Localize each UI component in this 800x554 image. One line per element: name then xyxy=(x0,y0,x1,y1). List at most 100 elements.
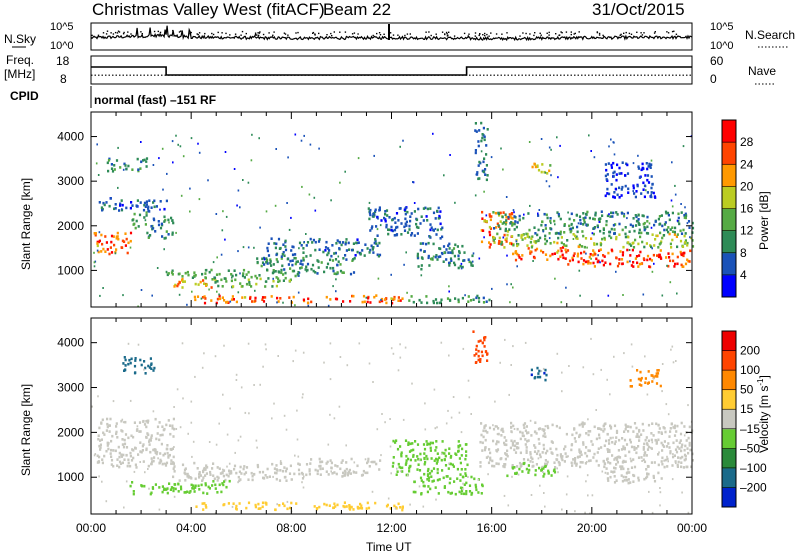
echo-cell xyxy=(267,242,270,245)
echo-cell xyxy=(635,190,638,193)
y-tick-label: 3000 xyxy=(57,174,84,188)
echo-cell xyxy=(677,460,680,464)
echo-cell xyxy=(493,241,496,244)
echo-cell xyxy=(164,218,167,222)
echo-noise xyxy=(129,246,132,249)
echo-cell xyxy=(437,255,440,259)
echo-cell xyxy=(343,469,346,473)
echo-cell xyxy=(400,451,403,454)
echo-cell xyxy=(117,445,120,449)
echo-cell xyxy=(391,465,394,468)
echo-cell xyxy=(384,212,387,216)
echo-cell xyxy=(376,244,379,247)
x-tick-label: 00:00 xyxy=(76,521,106,535)
echo-cell xyxy=(662,234,666,237)
echo-cell xyxy=(549,164,552,167)
echo-cell xyxy=(657,255,661,259)
echo-cell xyxy=(479,358,482,361)
nsearch-point xyxy=(404,34,406,37)
echo-cell xyxy=(452,247,456,250)
echo-cell xyxy=(544,464,547,468)
echo-cell xyxy=(211,278,214,281)
echo-cell xyxy=(308,472,311,476)
echo-noise xyxy=(283,414,286,417)
echo-noise xyxy=(671,161,673,164)
echo-cell xyxy=(158,421,161,424)
echo-cell xyxy=(306,301,310,305)
echo-cell xyxy=(671,226,674,229)
echo-cell xyxy=(676,463,679,467)
echo-cell xyxy=(457,444,460,448)
echo-cell xyxy=(667,264,670,268)
echo-cell xyxy=(604,261,607,264)
echo-noise xyxy=(165,270,168,273)
echo-cell xyxy=(685,439,688,442)
echo-cell xyxy=(674,226,677,230)
echo-cell xyxy=(239,478,242,481)
echo-cell xyxy=(122,453,125,457)
echo-cell xyxy=(575,462,578,466)
echo-noise xyxy=(368,362,371,365)
echo-noise xyxy=(554,223,556,226)
echo-cell xyxy=(124,164,127,167)
echo-cell xyxy=(610,470,613,473)
nsearch-point xyxy=(257,32,259,34)
nsearch-point xyxy=(283,32,286,34)
nave-label: Nave xyxy=(748,64,776,78)
echo-cell xyxy=(125,453,128,457)
echo-cell xyxy=(481,136,484,140)
echo-cell xyxy=(378,241,381,245)
echo-cell xyxy=(430,475,433,478)
echo-cell xyxy=(492,211,495,214)
echo-cell xyxy=(247,501,251,505)
echo-cell xyxy=(145,165,148,168)
echo-noise xyxy=(290,216,292,219)
echo-cell xyxy=(385,301,388,305)
echo-noise xyxy=(156,267,159,269)
echo-cell xyxy=(598,427,601,430)
echo-cell xyxy=(429,449,432,452)
echo-cell xyxy=(198,471,201,474)
echo-noise xyxy=(612,436,614,439)
echo-cell xyxy=(484,429,487,433)
nsearch-point xyxy=(673,30,675,32)
echo-cell xyxy=(594,211,597,215)
echo-cell xyxy=(564,248,567,251)
echo-noise xyxy=(650,226,653,229)
echo-cell xyxy=(201,296,205,299)
echo-cell xyxy=(166,487,169,490)
nsearch-point xyxy=(534,32,536,34)
echo-noise xyxy=(560,301,563,304)
echo-cell xyxy=(436,468,439,471)
echo-noise xyxy=(468,396,471,399)
echo-cell xyxy=(529,460,532,463)
frequency-frame xyxy=(90,55,693,85)
echo-cell xyxy=(110,448,113,452)
echo-cell xyxy=(346,473,349,477)
echo-cell xyxy=(400,453,403,456)
echo-cell xyxy=(672,455,675,459)
echo-cell xyxy=(488,448,491,451)
echo-cell xyxy=(330,461,333,465)
nsearch-point xyxy=(525,32,527,35)
echo-cell xyxy=(173,427,176,431)
y-tick-label: 2000 xyxy=(57,425,84,439)
echo-cell xyxy=(141,444,144,448)
echo-cell xyxy=(485,153,488,156)
echo-cell xyxy=(580,251,583,255)
echo-cell xyxy=(408,450,412,453)
velocity-colorbar-tick-label: –100 xyxy=(740,461,767,475)
echo-cell xyxy=(687,259,690,263)
echo-cell xyxy=(261,261,265,264)
echo-cell xyxy=(183,468,187,472)
echo-cell xyxy=(463,259,466,262)
velocity-echoes xyxy=(91,330,694,515)
y-tick-label: 1000 xyxy=(57,470,84,484)
echo-cell xyxy=(202,469,205,473)
echo-cell xyxy=(529,453,532,456)
echo-noise xyxy=(189,187,191,190)
echo-cell xyxy=(632,480,635,483)
echo-noise xyxy=(604,471,607,474)
echo-cell xyxy=(669,228,672,231)
echo-cell xyxy=(422,242,425,245)
